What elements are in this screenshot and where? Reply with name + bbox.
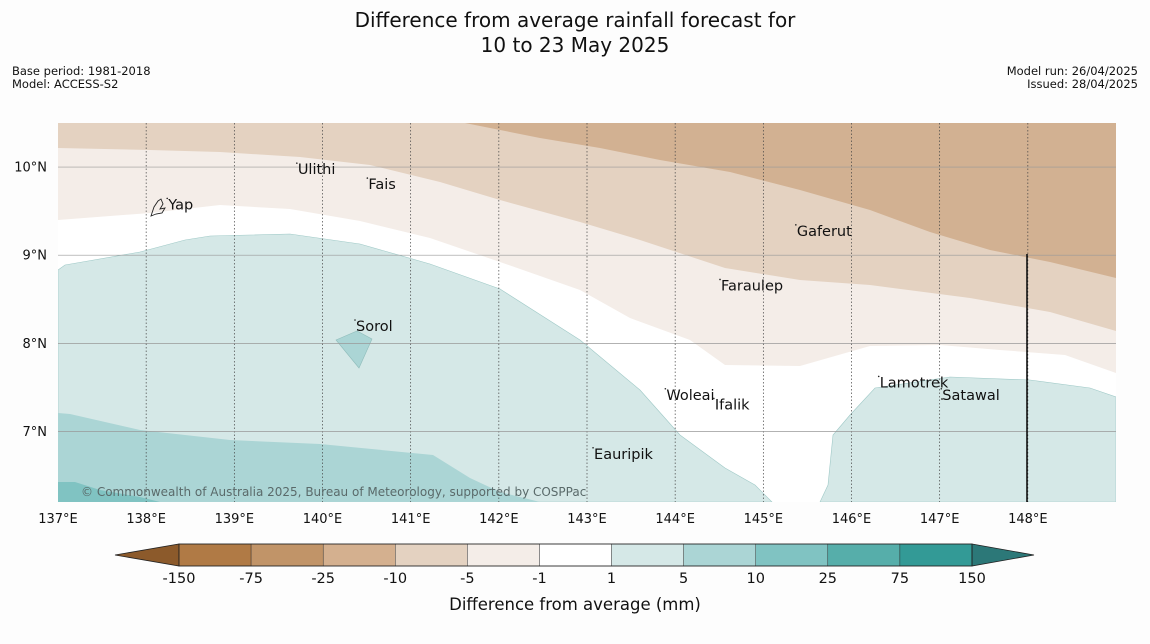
wet-light-region-east xyxy=(819,376,1116,502)
longitude-tick-label: 148°E xyxy=(1008,512,1048,527)
colorbar-segment xyxy=(322,543,396,567)
dry-strong-region xyxy=(465,123,1116,278)
longitude-tick-label: 140°E xyxy=(303,512,343,527)
place-marker xyxy=(795,224,797,226)
colorbar-segment xyxy=(683,543,756,567)
place-label-yap: Yap xyxy=(167,197,193,213)
place-marker xyxy=(354,319,356,321)
place-label-eauripik: Eauripik xyxy=(594,447,653,463)
copyright-notice: © Commonwealth of Australia 2025, Bureau… xyxy=(81,485,586,499)
colorbar-segment xyxy=(539,543,612,567)
colorbar-segment xyxy=(755,543,829,567)
place-marker xyxy=(877,375,880,378)
place-label-ulithi: Ulithi xyxy=(298,162,336,178)
colorbar-tick-label: 5 xyxy=(679,571,688,587)
colorbar-tick-label: -150 xyxy=(163,571,196,587)
longitude-tick-label: 139°E xyxy=(215,512,255,527)
meta-left: Base period: 1981-2018 Model: ACCESS-S2 xyxy=(12,65,151,91)
colorbar-segment xyxy=(250,543,324,567)
colorbar-extend-high xyxy=(971,543,1035,567)
issued-date: Issued: 28/04/2025 xyxy=(1027,77,1138,91)
colorbar-tick-label: 10 xyxy=(747,571,765,587)
place-label-fais: Fais xyxy=(368,177,395,193)
colorbar-segment xyxy=(899,543,973,567)
longitude-axis: 137°E 138°E 139°E 140°E 141°E 142°E 143°E 144°E… xyxy=(38,512,1047,527)
latitude-axis: 10°N 9°N 8°N 7°N xyxy=(14,161,47,440)
latitude-tick-label: 8°N xyxy=(23,337,48,352)
model-run: Model run: 26/04/2025 xyxy=(1006,64,1138,78)
base-period: Base period: 1981-2018 xyxy=(12,64,151,78)
colorbar-tick-label: 1 xyxy=(607,571,616,587)
longitude-tick-label: 144°E xyxy=(655,512,695,527)
longitude-tick-label: 141°E xyxy=(391,512,431,527)
place-label-woleai: Woleai xyxy=(666,388,714,404)
latitude-tick-label: 7°N xyxy=(23,425,48,440)
place-label-satawal: Satawal xyxy=(942,388,999,404)
place-marker xyxy=(713,397,715,400)
title-line-1: Difference from average rainfall forecas… xyxy=(354,8,796,32)
place-label-ifalik: Ifalik xyxy=(715,397,750,413)
place-marker xyxy=(166,197,169,200)
colorbar-tick-label: -5 xyxy=(460,571,474,587)
longitude-tick-label: 137°E xyxy=(38,512,78,527)
colorbar: -150 -75 -25 -10 -5 -1 1 5 10 25 75 150 xyxy=(114,543,1035,587)
colorbar-outline xyxy=(178,543,973,567)
wet-light-region-west xyxy=(58,233,773,502)
colorbar-segment xyxy=(395,543,468,567)
place-marker xyxy=(366,177,369,179)
longitude-tick-label: 142°E xyxy=(479,512,519,527)
place-marker xyxy=(296,162,298,164)
model-name: Model: ACCESS-S2 xyxy=(12,77,119,91)
longitude-tick-label: 143°E xyxy=(567,512,607,527)
longitude-tick-label: 145°E xyxy=(744,512,784,527)
latitude-tick-label: 9°N xyxy=(23,249,48,264)
place-label-faraulep: Faraulep xyxy=(721,278,783,294)
longitude-tick-label: 146°E xyxy=(832,512,872,527)
map-panel: Yap Ulithi Fais Gaferut Faraulep Sorol WoleaiI… xyxy=(58,123,1116,502)
colorbar-tick-label: -1 xyxy=(532,571,546,587)
place-label-gaferut: Gaferut xyxy=(797,224,852,240)
colorbar-tick-label: -25 xyxy=(311,571,335,587)
place-marker xyxy=(719,278,721,281)
colorbar-segment xyxy=(467,543,540,567)
colorbar-label: Difference from average (mm) xyxy=(449,595,701,614)
meta-right: Model run: 26/04/2025 Issued: 28/04/2025 xyxy=(1007,65,1138,91)
wet-strong-region xyxy=(58,482,160,502)
colorbar-tick-label: 25 xyxy=(819,571,837,587)
latitude-tick-label: 10°N xyxy=(14,161,47,176)
small-island-dot xyxy=(941,398,943,400)
yap-island-outline xyxy=(150,198,166,217)
place-marker xyxy=(664,387,667,390)
gridlines xyxy=(58,123,1116,502)
longitude-tick-label: 138°E xyxy=(126,512,166,527)
place-labels: Yap Ulithi Fais Gaferut Faraulep Sorol WoleaiI… xyxy=(166,162,1000,463)
wet-moderate-region xyxy=(58,413,540,502)
wet-patch-sorol xyxy=(335,330,373,369)
colorbar-segment xyxy=(178,543,252,567)
colorbar-tick-label: -75 xyxy=(239,571,263,587)
colorbar-tick-label: 150 xyxy=(958,571,986,587)
colorbar-segment xyxy=(611,543,684,567)
place-marker xyxy=(940,387,943,390)
longitude-tick-label: 147°E xyxy=(920,512,960,527)
place-label-sorol: Sorol xyxy=(356,319,393,335)
colorbar-segment xyxy=(827,543,901,567)
place-marker xyxy=(592,447,594,449)
colorbar-extend-low xyxy=(114,543,180,567)
chart-title: Difference from average rainfall forecas… xyxy=(0,8,1150,58)
place-label-lamotrek: Lamotrek xyxy=(880,375,949,391)
colorbar-tick-label: -10 xyxy=(383,571,407,587)
title-line-2: 10 to 23 May 2025 xyxy=(480,33,670,57)
colorbar-tick-label: 75 xyxy=(891,571,909,587)
